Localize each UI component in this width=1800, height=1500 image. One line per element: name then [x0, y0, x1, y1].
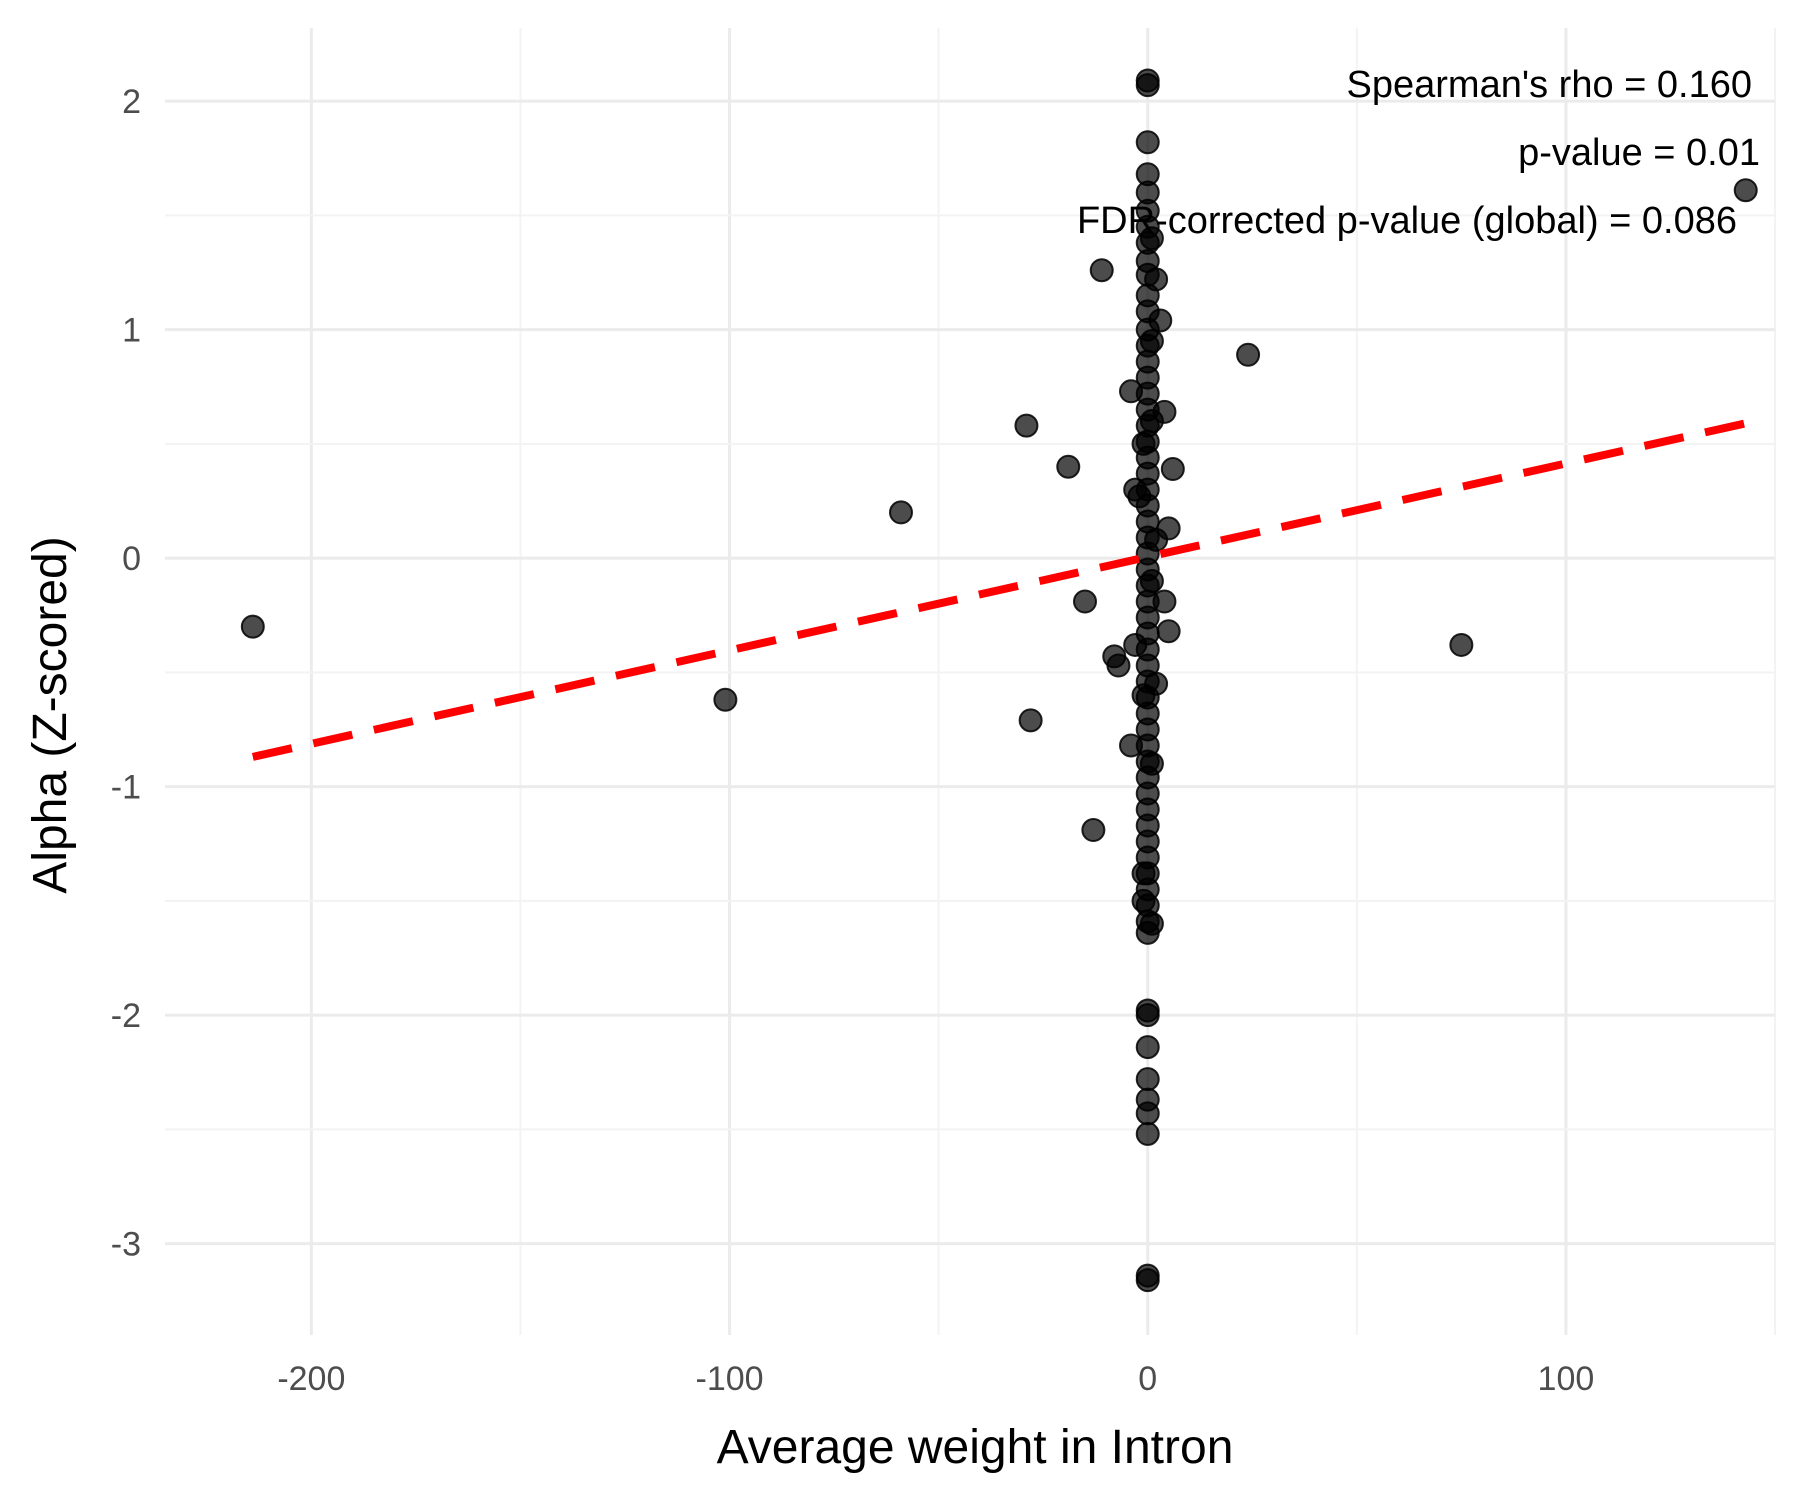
scatter-point — [1135, 1003, 1160, 1028]
y-tick-label: -1 — [111, 769, 141, 807]
stats-annotations: Spearman's rho = 0.160 p-value = 0.01 FD… — [1077, 64, 1760, 242]
scatter-point — [1018, 708, 1043, 733]
scatter-point — [1139, 751, 1164, 776]
scatter-point — [1156, 516, 1181, 541]
scatter-point — [1135, 1121, 1160, 1146]
scatter-point — [1139, 226, 1164, 251]
scatter-point — [1152, 589, 1177, 614]
data-points — [240, 68, 1758, 1293]
scatter-point — [1139, 911, 1164, 936]
scatter-point — [1014, 413, 1039, 438]
x-axis-title: Average weight in Intron — [717, 1421, 1234, 1474]
scatter-point — [1135, 1268, 1160, 1293]
scatter-point — [1081, 818, 1106, 843]
scatter-point — [1152, 399, 1177, 424]
y-tick-label: -3 — [111, 1226, 141, 1264]
trend-line — [251, 419, 1747, 761]
annotation-fdr: FDR-corrected p-value (global) = 0.086 — [1077, 200, 1737, 242]
y-tick-label: 0 — [122, 540, 141, 578]
scatter-point — [1135, 130, 1160, 155]
scatter-point — [1139, 329, 1164, 354]
x-tick-label: 0 — [1138, 1360, 1157, 1398]
scatter-point — [1148, 308, 1173, 333]
y-tick-label: 2 — [122, 83, 141, 121]
scatter-point — [1106, 653, 1131, 678]
scatter-point — [1144, 267, 1169, 292]
scatter-point — [1135, 73, 1160, 98]
scatter-point — [240, 614, 265, 639]
scatter-point — [1056, 454, 1081, 479]
x-tick-label: -100 — [696, 1360, 764, 1398]
x-tick-label: 100 — [1538, 1360, 1595, 1398]
annotation-p-value: p-value = 0.01 — [1518, 132, 1760, 174]
y-tick-label: 1 — [122, 312, 141, 350]
scatter-point — [889, 500, 913, 525]
scatter-point — [1073, 589, 1097, 614]
scatter-point — [1135, 1101, 1160, 1126]
grid — [165, 28, 1776, 1335]
scatter-point — [713, 687, 738, 712]
scatter-point — [1449, 632, 1474, 657]
y-tick-label: -2 — [111, 997, 141, 1035]
scatter-point — [1160, 456, 1185, 481]
scatter-point — [1733, 178, 1758, 203]
scatter-point — [1139, 568, 1164, 593]
annotation-spearman: Spearman's rho = 0.160 — [1347, 64, 1752, 106]
y-tick-labels: -3 -2 -1 0 1 2 — [111, 83, 141, 1263]
y-axis-title: Alpha (Z-scored) — [24, 536, 77, 893]
scatter-point — [1156, 619, 1181, 644]
scatter-point — [1236, 342, 1261, 367]
scatter-point — [1135, 1067, 1160, 1092]
x-tick-label: -200 — [277, 1360, 345, 1398]
scatter-point — [1144, 671, 1169, 696]
scatter-point — [1089, 258, 1114, 283]
x-tick-labels: -200 -100 0 100 — [277, 1360, 1594, 1398]
scatter-point — [1135, 1035, 1160, 1060]
